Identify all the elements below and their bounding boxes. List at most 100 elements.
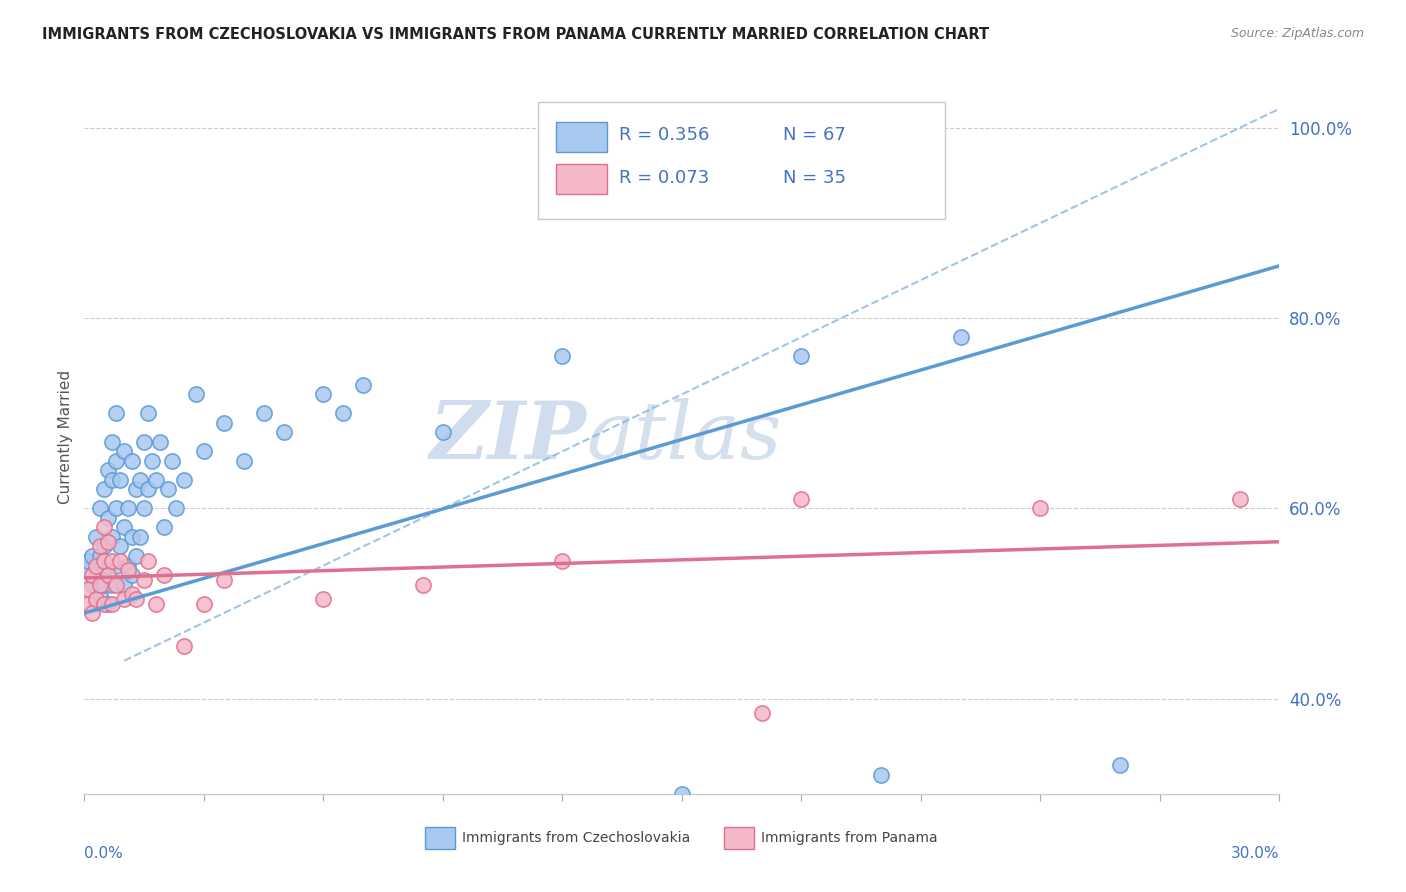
Point <box>212 573 235 587</box>
Point <box>153 568 176 582</box>
Point <box>112 444 135 458</box>
Point <box>193 597 215 611</box>
Point <box>105 558 128 573</box>
Point <box>121 530 143 544</box>
Point <box>551 349 574 363</box>
Point <box>101 577 124 591</box>
Point <box>153 520 176 534</box>
Point <box>149 434 172 449</box>
Point <box>77 563 100 577</box>
Point <box>117 558 139 573</box>
Point <box>132 573 156 587</box>
Point <box>89 540 111 554</box>
Point <box>101 597 124 611</box>
Point <box>121 587 143 601</box>
Point <box>86 568 108 582</box>
Point <box>89 587 111 601</box>
Point <box>121 454 143 468</box>
Point <box>110 473 132 487</box>
Point <box>352 377 374 392</box>
Point <box>870 768 893 782</box>
Point <box>1029 501 1052 516</box>
Point <box>77 582 100 597</box>
Point <box>1229 491 1251 506</box>
Point <box>97 597 120 611</box>
Point <box>97 463 120 477</box>
Point <box>232 454 254 468</box>
Point <box>129 530 152 544</box>
Point <box>949 330 972 344</box>
FancyBboxPatch shape <box>724 828 754 849</box>
Point <box>93 597 115 611</box>
Point <box>129 473 152 487</box>
Point <box>136 483 159 497</box>
Point <box>97 558 120 573</box>
Point <box>145 597 167 611</box>
Text: N = 35: N = 35 <box>783 169 846 187</box>
Text: N = 67: N = 67 <box>783 127 846 145</box>
Point <box>105 454 128 468</box>
Point <box>93 483 115 497</box>
Point <box>312 387 335 401</box>
Point <box>117 501 139 516</box>
Point <box>82 577 104 591</box>
Point <box>125 591 148 606</box>
Point <box>1109 758 1132 772</box>
Point <box>93 577 115 591</box>
Point <box>160 454 183 468</box>
Point <box>173 473 195 487</box>
Point <box>751 706 773 720</box>
Text: R = 0.073: R = 0.073 <box>619 169 709 187</box>
Point <box>89 549 111 563</box>
Point <box>97 511 120 525</box>
Point <box>97 534 120 549</box>
Point <box>132 434 156 449</box>
Point <box>82 568 104 582</box>
FancyBboxPatch shape <box>557 121 606 152</box>
Point <box>253 406 276 420</box>
Point <box>212 416 235 430</box>
Point <box>112 577 135 591</box>
Point <box>101 473 124 487</box>
Point <box>105 406 128 420</box>
Point <box>136 554 159 568</box>
Point <box>141 454 163 468</box>
Point <box>165 501 187 516</box>
Point <box>89 501 111 516</box>
Point <box>86 597 108 611</box>
Point <box>97 568 120 582</box>
Text: 30.0%: 30.0% <box>1232 847 1279 861</box>
Text: Immigrants from Panama: Immigrants from Panama <box>761 831 938 845</box>
Point <box>432 425 454 440</box>
Point <box>121 568 143 582</box>
Point <box>105 577 128 591</box>
Point <box>312 591 335 606</box>
Point <box>193 444 215 458</box>
Text: atlas: atlas <box>586 399 782 475</box>
Point <box>82 606 104 620</box>
FancyBboxPatch shape <box>557 164 606 194</box>
FancyBboxPatch shape <box>425 828 456 849</box>
Point <box>86 530 108 544</box>
Point <box>145 473 167 487</box>
Text: ZIP: ZIP <box>429 399 586 475</box>
Point <box>671 787 693 801</box>
Text: R = 0.356: R = 0.356 <box>619 127 709 145</box>
Point <box>136 406 159 420</box>
Point <box>273 425 295 440</box>
Point <box>77 597 100 611</box>
Point <box>86 558 108 573</box>
Point <box>86 591 108 606</box>
Point <box>112 591 135 606</box>
Point <box>77 554 100 568</box>
Point <box>101 530 124 544</box>
Point <box>551 554 574 568</box>
Point <box>117 563 139 577</box>
Point <box>93 554 115 568</box>
Text: 0.0%: 0.0% <box>84 847 124 861</box>
Point <box>790 349 813 363</box>
Text: IMMIGRANTS FROM CZECHOSLOVAKIA VS IMMIGRANTS FROM PANAMA CURRENTLY MARRIED CORRE: IMMIGRANTS FROM CZECHOSLOVAKIA VS IMMIGR… <box>42 27 990 42</box>
Point <box>790 491 813 506</box>
Point <box>101 434 124 449</box>
Point <box>332 406 354 420</box>
